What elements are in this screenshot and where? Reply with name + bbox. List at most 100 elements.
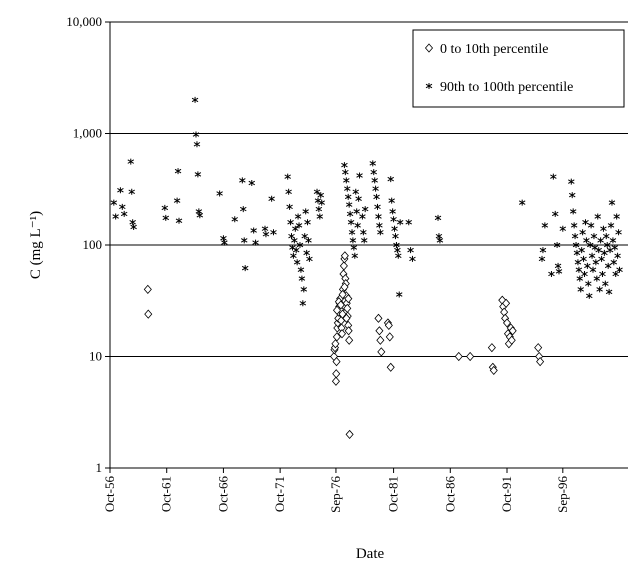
legend-marker-diamond [424, 43, 434, 53]
point-90th-to-100th-percentile [570, 222, 578, 229]
point-0-to-10th-percentile [376, 335, 385, 345]
point-0-to-10th-percentile [332, 369, 341, 379]
x-axis-title: Date [356, 546, 385, 561]
point-0-to-10th-percentile [344, 326, 353, 336]
point-90th-to-100th-percentile [128, 188, 135, 195]
point-0-to-10th-percentile [385, 332, 394, 342]
point-0-to-10th-percentile [345, 429, 354, 440]
point-90th-to-100th-percentile [614, 252, 621, 259]
point-90th-to-100th-percentile [594, 213, 602, 220]
point-90th-to-100th-percentile [342, 169, 349, 176]
legend: 0 to 10th percentile 90th to 100th perce… [412, 29, 625, 108]
point-90th-to-100th-percentile [548, 270, 555, 277]
point-0-to-10th-percentile [374, 313, 383, 323]
point-90th-to-100th-percentile [568, 178, 575, 185]
point-90th-to-100th-percentile [302, 208, 309, 215]
point-90th-to-100th-percentile [252, 239, 259, 246]
y-tick-label: 100 [83, 237, 103, 252]
point-90th-to-100th-percentile [287, 219, 294, 226]
point-90th-to-100th-percentile [605, 288, 613, 295]
point-90th-to-100th-percentile [395, 291, 403, 298]
point-90th-to-100th-percentile [112, 213, 119, 220]
point-90th-to-100th-percentile [395, 252, 402, 259]
point-0-to-10th-percentile [342, 313, 351, 323]
point-90th-to-100th-percentile [284, 173, 291, 180]
point-90th-to-100th-percentile [613, 213, 620, 220]
point-90th-to-100th-percentile [221, 239, 228, 246]
point-90th-to-100th-percentile [343, 177, 350, 184]
point-90th-to-100th-percentile [315, 206, 323, 213]
point-90th-to-100th-percentile [175, 217, 183, 224]
point-90th-to-100th-percentile [130, 224, 137, 231]
point-90th-to-100th-percentile [371, 177, 378, 184]
point-90th-to-100th-percentile [194, 171, 202, 178]
x-tick-label: Oct-66 [215, 476, 230, 513]
x-tick-label: Sep-76 [328, 476, 343, 513]
point-90th-to-100th-percentile [293, 259, 301, 266]
point-90th-to-100th-percentile [291, 237, 298, 244]
x-tick-label: Oct-91 [499, 476, 514, 512]
point-90th-to-100th-percentile [216, 190, 223, 197]
point-90th-to-100th-percentile [240, 237, 248, 244]
point-90th-to-100th-percentile [161, 204, 169, 211]
point-90th-to-100th-percentile [173, 197, 181, 204]
point-90th-to-100th-percentile [405, 219, 412, 226]
point-90th-to-100th-percentile [407, 247, 414, 254]
y-tick-label: 10,000 [66, 14, 102, 29]
point-90th-to-100th-percentile [568, 192, 576, 199]
point-90th-to-100th-percentile [341, 162, 348, 169]
point-90th-to-100th-percentile [590, 233, 598, 240]
x-tick-label: Sep-96 [555, 476, 570, 513]
point-90th-to-100th-percentile [396, 219, 404, 226]
y-tick-label: 10 [89, 349, 102, 364]
point-90th-to-100th-percentile [268, 195, 275, 202]
point-90th-to-100th-percentile [288, 233, 295, 240]
point-0-to-10th-percentile [502, 318, 512, 328]
point-90th-to-100th-percentile [306, 255, 313, 262]
y-tick-label: 1,000 [73, 126, 102, 141]
point-90th-to-100th-percentile [377, 229, 384, 236]
point-90th-to-100th-percentile [539, 247, 547, 254]
point-90th-to-100th-percentile [596, 286, 603, 293]
legend-label-1: 90th to 100th percentile [440, 80, 573, 95]
point-90th-to-100th-percentile [376, 222, 383, 229]
point-90th-to-100th-percentile [295, 222, 303, 229]
point-0-to-10th-percentile [386, 362, 395, 372]
point-90th-to-100th-percentile [579, 229, 586, 236]
point-90th-to-100th-percentile [193, 141, 201, 148]
data-points [110, 96, 623, 440]
point-0-to-10th-percentile [144, 309, 153, 319]
point-90th-to-100th-percentile [286, 203, 293, 210]
x-ticks: Oct-56 Oct-61 Oct-66 Oct-71 Sep-76 Oct-81 Oct-… [102, 468, 570, 513]
point-90th-to-100th-percentile [587, 222, 595, 229]
point-90th-to-100th-percentile [573, 249, 581, 256]
point-0-to-10th-percentile [377, 347, 386, 357]
point-90th-to-100th-percentile [317, 192, 325, 199]
point-90th-to-100th-percentile [607, 222, 615, 229]
point-90th-to-100th-percentile [602, 280, 609, 287]
point-90th-to-100th-percentile [603, 233, 610, 240]
point-90th-to-100th-percentile [270, 229, 277, 236]
point-90th-to-100th-percentile [162, 214, 170, 221]
point-90th-to-100th-percentile [578, 247, 585, 254]
point-90th-to-100th-percentile [294, 213, 302, 220]
point-90th-to-100th-percentile [346, 210, 354, 217]
point-90th-to-100th-percentile [541, 222, 549, 229]
point-0-to-10th-percentile [345, 335, 354, 345]
point-90th-to-100th-percentile [435, 233, 443, 240]
point-90th-to-100th-percentile [220, 235, 227, 242]
point-90th-to-100th-percentile [349, 237, 357, 244]
point-90th-to-100th-percentile [300, 286, 308, 293]
y-tick-label: 1 [96, 460, 103, 475]
point-90th-to-100th-percentile [572, 242, 580, 248]
point-90th-to-100th-percentile [434, 214, 442, 221]
point-90th-to-100th-percentile [388, 197, 395, 204]
point-90th-to-100th-percentile [608, 199, 616, 206]
point-90th-to-100th-percentile [298, 275, 306, 282]
point-90th-to-100th-percentile [409, 255, 416, 262]
point-90th-to-100th-percentile [576, 275, 584, 282]
point-90th-to-100th-percentile [359, 213, 366, 220]
legend-label-0: 0 to 10th percentile [440, 42, 548, 57]
point-90th-to-100th-percentile [231, 216, 239, 223]
